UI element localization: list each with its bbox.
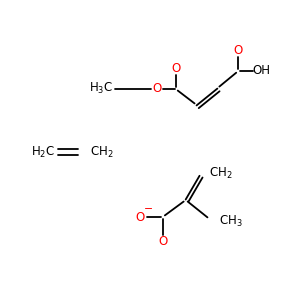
- Text: O: O: [171, 62, 180, 75]
- Text: CH$_2$: CH$_2$: [90, 144, 113, 160]
- Text: CH$_3$: CH$_3$: [219, 214, 243, 229]
- Text: O: O: [152, 82, 162, 95]
- Text: OH: OH: [252, 64, 270, 77]
- Text: H$_2$C: H$_2$C: [31, 144, 55, 160]
- Text: −: −: [143, 204, 153, 214]
- Text: H$_3$C: H$_3$C: [89, 81, 113, 96]
- Text: CH$_2$: CH$_2$: [209, 166, 233, 181]
- Text: O: O: [234, 44, 243, 57]
- Text: O: O: [158, 235, 167, 248]
- Text: O: O: [136, 211, 145, 224]
